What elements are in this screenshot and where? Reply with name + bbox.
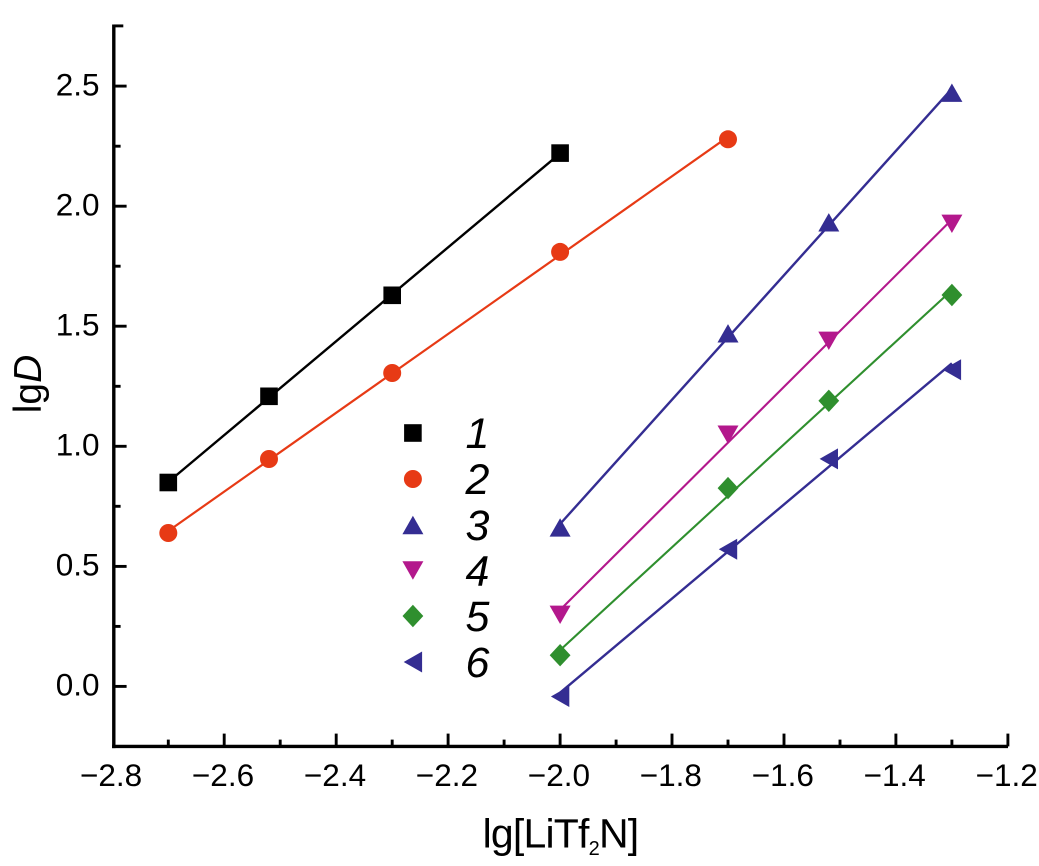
svg-text:2.5: 2.5 — [56, 66, 100, 102]
svg-text:1.5: 1.5 — [56, 306, 100, 342]
svg-text:lg[LiTf2N]: lg[LiTf2N] — [483, 811, 639, 861]
svg-text:2: 2 — [465, 456, 490, 504]
svg-text:0.5: 0.5 — [56, 547, 100, 583]
svg-text:−2.0: −2.0 — [528, 757, 590, 793]
svg-text:0.0: 0.0 — [56, 667, 100, 703]
svg-text:−1.4: −1.4 — [864, 757, 926, 793]
svg-text:−2.2: −2.2 — [416, 757, 478, 793]
svg-text:−1.6: −1.6 — [752, 757, 814, 793]
svg-text:lgD: lgD — [7, 355, 50, 414]
svg-text:2.0: 2.0 — [56, 186, 100, 222]
svg-text:−1.8: −1.8 — [640, 757, 702, 793]
svg-text:1: 1 — [466, 410, 490, 458]
svg-text:5: 5 — [466, 593, 491, 641]
svg-text:6: 6 — [466, 639, 490, 687]
svg-text:3: 3 — [466, 502, 490, 550]
svg-text:1.0: 1.0 — [56, 427, 100, 463]
svg-text:−2.6: −2.6 — [192, 757, 254, 793]
svg-text:−2.4: −2.4 — [304, 757, 366, 793]
svg-text:−2.8: −2.8 — [80, 757, 142, 793]
svg-text:−1.2: −1.2 — [976, 757, 1038, 793]
svg-text:4: 4 — [466, 548, 490, 596]
